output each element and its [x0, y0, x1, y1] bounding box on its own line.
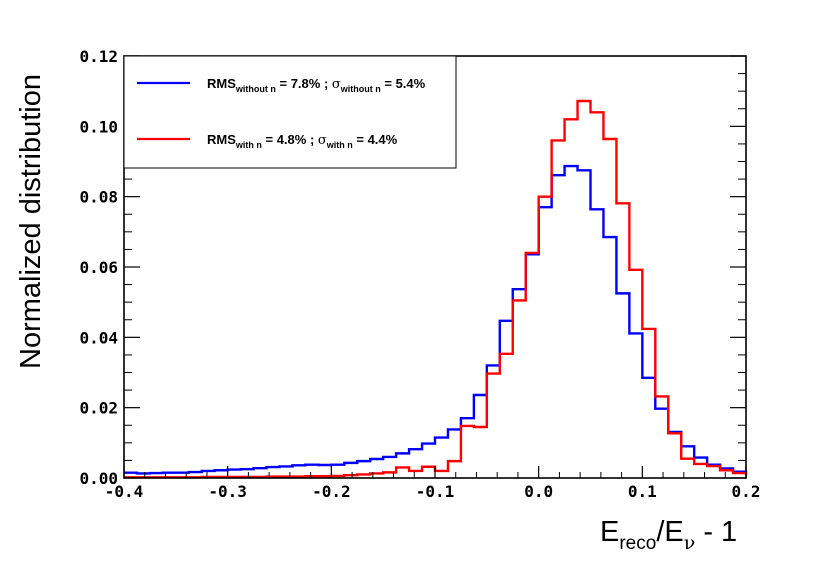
y-axis-title: Normalized distribution [15, 74, 47, 369]
x-title-sub-reco: reco [619, 533, 656, 554]
legend-box [123, 55, 457, 169]
x-title-mid: /E [656, 516, 683, 548]
y-tick-label: 0.08 [79, 188, 118, 207]
y-tick-label: 0.00 [79, 469, 118, 488]
y-tick-label: 0.06 [79, 258, 118, 277]
x-tick-label: -0.2 [312, 482, 351, 501]
legend-rms-label: RMS [207, 132, 236, 147]
x-tick-label: 0.2 [732, 482, 761, 501]
x-tick-label: -0.3 [208, 482, 247, 501]
legend-entry-with-n: RMSwith n = 4.8% ; σwith n = 4.4% [207, 132, 398, 150]
y-tick-label: 0.04 [79, 328, 118, 347]
series-with-n-line [124, 99, 748, 479]
legend-rms-value: = 7.8% ; [276, 76, 332, 91]
x-axis-title: Ereco/Eν - 1 [600, 516, 737, 554]
y-tick-label: 0.10 [79, 117, 118, 136]
ticks-layer: -0.4 -0.3 -0.2 -0.1 0.0 0.1 0.2 0.00 0.02 0.04 0.0… [79, 47, 760, 501]
legend-rms-sub: without n [235, 84, 276, 94]
x-title-sub-nu: ν [684, 532, 696, 554]
legend-sigma-sub: without n [340, 84, 381, 94]
series-layer [124, 99, 748, 479]
x-title-tail: - 1 [695, 516, 737, 548]
legend-sigma-value: = 4.4% [353, 132, 398, 147]
x-tick-label: 0.0 [524, 482, 553, 501]
legend-sigma-symbol: σ [318, 133, 327, 148]
legend-entry-without-n: RMSwithout n = 7.8% ; σwithout n = 5.4% [207, 76, 426, 94]
x-title-base: E [600, 516, 619, 548]
legend-sigma-value: = 5.4% [381, 76, 426, 91]
legend-rms-label: RMS [207, 76, 236, 91]
x-tick-label: -0.1 [416, 482, 455, 501]
legend-rms-sub: with n [235, 140, 262, 150]
x-tick-label: 0.1 [628, 482, 657, 501]
x-tick-label: -0.4 [105, 482, 144, 501]
legend-sigma-sub: with n [326, 140, 353, 150]
series-without-n-line [124, 164, 748, 475]
y-tick-label: 0.12 [79, 47, 118, 66]
legend: RMSwithout n = 7.8% ; σwithout n = 5.4% … [123, 55, 457, 169]
legend-sigma-symbol: σ [332, 77, 341, 92]
y-tick-label: 0.02 [79, 399, 118, 418]
legend-rms-value: = 4.8% ; [262, 132, 318, 147]
